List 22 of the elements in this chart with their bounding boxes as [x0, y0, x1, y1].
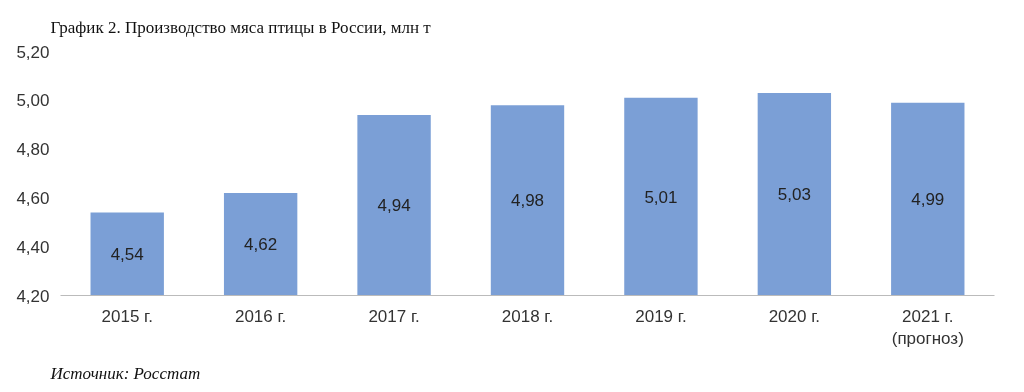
- data-label: 4,99: [911, 190, 945, 210]
- data-label: 5,01: [644, 187, 678, 207]
- chart-title: График 2. Производство мяса птицы в России, млн т: [50, 17, 432, 37]
- x-tick-label: 2021 г. (прогноз): [891, 306, 964, 349]
- data-label: 4,54: [110, 245, 144, 265]
- x-tick-label: 2016 г.: [234, 306, 287, 326]
- y-tick-label: 5,20: [16, 42, 50, 62]
- x-tick-label: 2020 г.: [768, 306, 821, 326]
- y-tick-label: 4,20: [16, 286, 50, 306]
- x-tick-label: 2015 г.: [101, 306, 153, 326]
- y-tick-label: 4,80: [16, 140, 50, 160]
- data-label: 4,62: [244, 235, 278, 255]
- data-label: 4,94: [377, 196, 411, 216]
- y-tick-label: 5,00: [16, 91, 50, 111]
- text: Источник: Росстат: [49, 363, 201, 383]
- y-tick-label: 4,40: [16, 237, 50, 257]
- x-tick-label: 2019 г.: [635, 306, 687, 326]
- x-tick-label: 2018 г.: [501, 306, 554, 326]
- x-tick-label: 2017 г.: [368, 306, 420, 326]
- y-tick-label: 4,60: [16, 188, 50, 208]
- data-label: 4,98: [510, 191, 545, 211]
- data-label: 5,03: [777, 185, 811, 205]
